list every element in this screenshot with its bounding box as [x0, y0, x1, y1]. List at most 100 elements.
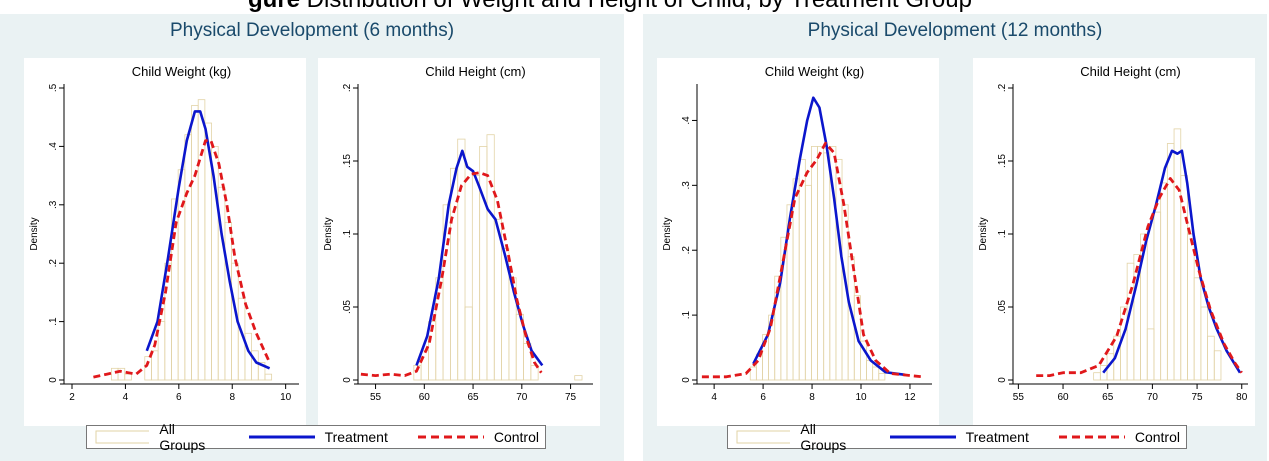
legend-swatch-control: [1058, 435, 1125, 439]
histogram-bar: [574, 375, 583, 381]
x-tick-label: 60: [1057, 392, 1069, 403]
y-tick-label: .15: [997, 154, 1008, 168]
histogram-bar: [1160, 182, 1168, 381]
y-tick-label: .05: [997, 300, 1008, 314]
histogram-bar: [464, 306, 473, 381]
histogram-bar: [798, 158, 806, 381]
panel-12-months: Physical Development (12 months) Child W…: [643, 14, 1267, 461]
x-tick-label: 55: [1013, 392, 1025, 403]
x-tick-label: 8: [229, 392, 235, 403]
histogram-bar: [792, 178, 800, 381]
histogram-bar: [257, 362, 266, 381]
legend-swatch-hist: [95, 430, 150, 444]
histogram-bar: [1193, 277, 1202, 381]
histogram-bar: [878, 373, 886, 381]
panel-title: Physical Development (6 months): [169, 20, 455, 41]
panel-title: Physical Development (12 months): [807, 20, 1103, 41]
legend-label-control: Control: [1134, 429, 1180, 445]
x-tick-label: 60: [419, 392, 431, 403]
x-tick-label: 80: [1236, 392, 1248, 403]
histogram-bar: [866, 360, 874, 381]
histogram-bar: [1200, 306, 1208, 381]
x-tick-label: 6: [176, 392, 182, 403]
histogram-bar: [151, 350, 159, 381]
legend-label-all-groups: All Groups: [800, 421, 847, 453]
y-tick-label: .05: [342, 300, 353, 314]
x-tick-label: 12: [904, 392, 916, 403]
x-tick-label: 4: [123, 392, 129, 403]
histogram-bar: [749, 366, 757, 381]
histogram-bar: [1173, 128, 1182, 381]
histogram-bar: [184, 134, 192, 381]
height-chart-12m: Child Height (cm) Density 55 60 65 70 75 80 0 .05…: [973, 58, 1255, 426]
x-tick-label: 6: [760, 392, 766, 403]
histogram-bar: [1153, 211, 1162, 381]
histogram-bar: [486, 134, 495, 381]
y-tick-label: .3: [48, 200, 59, 209]
legend-label-treatment: Treatment: [324, 429, 388, 445]
x-tick-label: 70: [516, 392, 528, 403]
height-chart-6m-svg: Child Height (cm) Density 55 60 65 70 75 0 .05 .1…: [323, 64, 593, 403]
x-tick-label: 4: [711, 392, 717, 403]
histogram-bar: [1146, 328, 1155, 381]
chart-title: Child Height (cm): [425, 64, 525, 79]
y-tick-label: .1: [997, 229, 1008, 238]
x-tick-label: 2: [69, 392, 75, 403]
x-tick-label: 65: [467, 392, 479, 403]
y-tick-label: 0: [997, 377, 1008, 383]
y-tick-label: .2: [342, 83, 353, 92]
legend-label-treatment: Treatment: [965, 429, 1029, 445]
x-tick-label: 70: [1147, 392, 1159, 403]
y-axis-label: Density: [323, 217, 334, 250]
y-tick-label: .4: [681, 116, 692, 125]
histogram-bar: [823, 152, 831, 381]
histogram-bar: [144, 356, 152, 381]
histogram-bar: [1187, 233, 1195, 381]
x-tick-label: 10: [280, 392, 292, 403]
y-tick-label: .15: [342, 154, 353, 168]
histogram-bar: [124, 373, 132, 381]
y-tick-label: 0: [48, 377, 59, 383]
x-tick-label: 55: [370, 392, 382, 403]
x-tick-label: 75: [565, 392, 577, 403]
histogram-bar: [1213, 350, 1222, 381]
histogram-bar: [111, 367, 119, 381]
histogram-bar: [817, 146, 825, 381]
treatment-density-line: [415, 149, 544, 367]
legend-label-control: Control: [493, 429, 539, 445]
height-chart-12m-svg: Child Height (cm) Density 55 60 65 70 75 80 0 .05…: [978, 64, 1248, 403]
histogram-bar: [479, 146, 488, 381]
legend-swatch-treatment: [248, 435, 315, 439]
legend-swatch-control: [417, 435, 484, 439]
control-density-line: [360, 171, 543, 377]
chart-title: Child Weight (kg): [765, 64, 864, 79]
legend-control: Control: [417, 429, 539, 445]
control-density-line: [93, 139, 271, 379]
histogram-bar: [471, 175, 481, 381]
histogram-bar: [811, 146, 818, 381]
y-axis-label: Density: [662, 217, 673, 250]
legend-all-groups: All Groups: [736, 421, 860, 453]
y-axis-label: Density: [978, 217, 989, 250]
histogram-bar: [853, 295, 861, 381]
legend-control: Control: [1058, 429, 1180, 445]
histogram-bar: [224, 221, 232, 381]
figure-caption-fragment: gure Distribution of Weight and Height o…: [0, 0, 1269, 14]
y-tick-label: .2: [48, 259, 59, 268]
legend-label-all-groups: All Groups: [159, 421, 206, 453]
weight-chart-6m-svg: Child Weight (kg) Density 2 4 6 8 10 0 .1 .2 .3 .4.…: [29, 64, 299, 403]
x-tick-label: 8: [809, 392, 815, 403]
treatment-density-line: [145, 110, 271, 370]
x-tick-label: 65: [1102, 392, 1114, 403]
histogram-bar: [244, 332, 252, 381]
weight-chart-12m: Child Weight (kg) Density 4 6 8 10 12 0 .1 .2 .3 .4: [657, 58, 939, 426]
weight-chart-12m-svg: Child Weight (kg) Density 4 6 8 10 12 0 .1 .2 .3 .4: [662, 64, 932, 403]
y-tick-label: .2: [681, 246, 692, 255]
legend-swatch-hist: [736, 430, 791, 444]
histogram-bar: [1093, 372, 1101, 381]
histogram-bar: [264, 373, 273, 381]
y-tick-label: 0: [342, 377, 353, 383]
x-tick-label: 75: [1192, 392, 1204, 403]
y-tick-label: .2: [997, 83, 1008, 92]
histogram-bar: [530, 364, 539, 381]
